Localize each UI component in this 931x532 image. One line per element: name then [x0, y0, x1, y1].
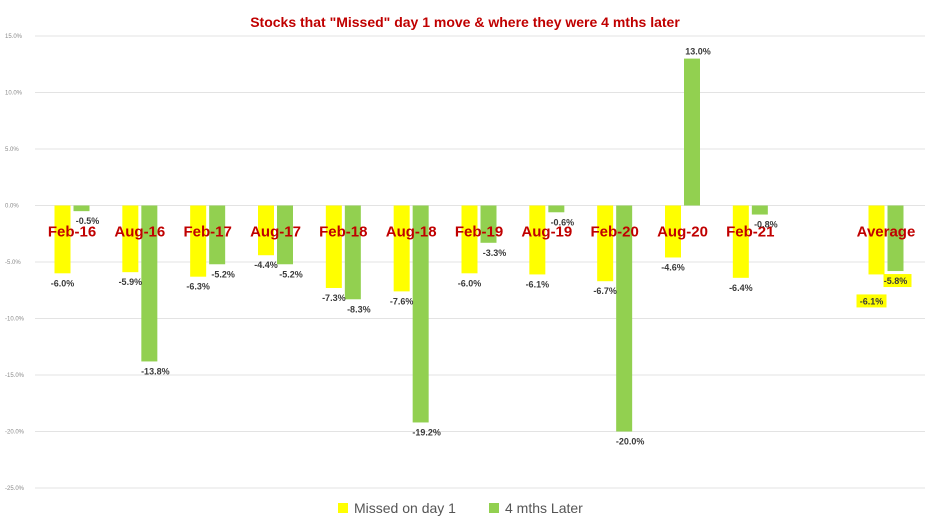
category-labels: Feb-16 Aug-16 Feb-17 Aug-17 Feb-18 Aug-18 Feb-… [48, 224, 916, 241]
y-tick-label: 0.0% [5, 204, 19, 210]
bar-missed-day1 [393, 205, 410, 292]
data-label: -19.2% [412, 427, 441, 437]
category-label: Feb-19 [455, 224, 503, 241]
data-labels: -6.0%-0.5%-5.9%-13.8%-6.3%-5.2%-4.4%-5.2… [51, 47, 912, 447]
category-label: Feb-18 [319, 224, 367, 241]
data-label: -6.7% [593, 286, 617, 296]
category-label: Aug-18 [386, 224, 437, 241]
bar-missed-day1 [732, 205, 749, 278]
data-label: -5.2% [211, 269, 235, 279]
bars [54, 58, 904, 432]
y-tick-label: -15.0% [5, 373, 25, 379]
bar-missed-day1 [122, 205, 139, 273]
legend-label-missed: Missed on day 1 [354, 500, 456, 516]
bar-4mths-later [616, 205, 633, 432]
data-label: -5.2% [279, 269, 303, 279]
bar-4mths-later [141, 205, 158, 362]
category-label: Feb-21 [726, 224, 774, 241]
data-label: -0.5% [76, 216, 100, 226]
y-tick-label: -5.0% [5, 260, 21, 266]
bar-4mths-later [209, 205, 226, 265]
data-label: 13.0% [685, 47, 711, 57]
category-label: Feb-17 [183, 224, 231, 241]
legend-label-4mths: 4 mths Later [505, 500, 583, 516]
data-label: -7.3% [322, 293, 346, 303]
data-label: -6.1% [860, 296, 884, 306]
y-tick-label: 10.0% [5, 91, 23, 97]
legend-swatch-4mths [489, 503, 499, 513]
bar-4mths-later [344, 205, 361, 300]
bar-4mths-later [548, 205, 565, 213]
data-label: -6.4% [729, 283, 753, 293]
data-label: -5.8% [884, 276, 908, 286]
gridlines [35, 35, 925, 489]
data-label: -4.4% [254, 260, 278, 270]
data-label: -7.6% [390, 296, 414, 306]
bar-missed-day1 [258, 205, 274, 256]
bar-missed-day1 [461, 205, 478, 274]
bar-missed-day1 [529, 205, 546, 275]
data-label: -6.1% [526, 279, 550, 289]
data-label: -13.8% [141, 366, 170, 376]
bar-4mths-later [480, 205, 497, 243]
data-label: -6.3% [186, 282, 210, 292]
y-tick-label: -25.0% [5, 486, 25, 492]
chart-title: Stocks that "Missed" day 1 move & where … [250, 14, 680, 30]
y-tick-label: 5.0% [5, 147, 19, 153]
data-label: -0.6% [551, 217, 575, 227]
y-tick-label: -10.0% [5, 317, 25, 323]
bar-4mths-later [684, 58, 700, 206]
category-label: Feb-16 [48, 224, 96, 241]
data-label: -20.0% [616, 437, 645, 447]
legend: Missed on day 1 4 mths Later [338, 500, 583, 516]
bar-4mths-later [751, 205, 768, 215]
data-label: -6.0% [458, 278, 482, 288]
bar-missed-day1 [54, 205, 71, 274]
category-label: Aug-19 [521, 224, 572, 241]
bar-missed-day1 [325, 205, 342, 288]
data-label: -5.9% [119, 277, 143, 287]
average-label-highlight [856, 294, 887, 308]
data-label: -4.6% [661, 262, 685, 272]
bar-4mths-later [73, 205, 90, 212]
bar-4mths-later [277, 205, 293, 265]
legend-swatch-missed [338, 503, 348, 513]
category-label: Aug-20 [657, 224, 708, 241]
data-label: -8.3% [347, 304, 371, 314]
category-label: Aug-16 [114, 224, 165, 241]
data-label: -3.3% [483, 248, 507, 258]
bar-missed-day1 [190, 205, 207, 277]
y-tick-label: -20.0% [5, 430, 25, 436]
bar-4mths-later [887, 205, 904, 272]
y-tick-label: 15.0% [5, 34, 23, 40]
category-label: Average [857, 224, 916, 241]
y-axis-ticks: 15.0% 10.0% 5.0% 0.0% -5.0% -10.0% -15.0% -20.0… [5, 34, 25, 492]
category-label: Aug-17 [250, 224, 301, 241]
bar-missed-day1 [597, 205, 614, 282]
category-label: Feb-20 [590, 224, 638, 241]
bar-missed-day1 [665, 205, 681, 258]
bar-missed-day1 [868, 205, 885, 275]
bar-4mths-later [412, 205, 429, 423]
data-label: -6.0% [51, 278, 75, 288]
data-label: -0.8% [754, 220, 778, 230]
average-label-highlight [883, 274, 912, 288]
